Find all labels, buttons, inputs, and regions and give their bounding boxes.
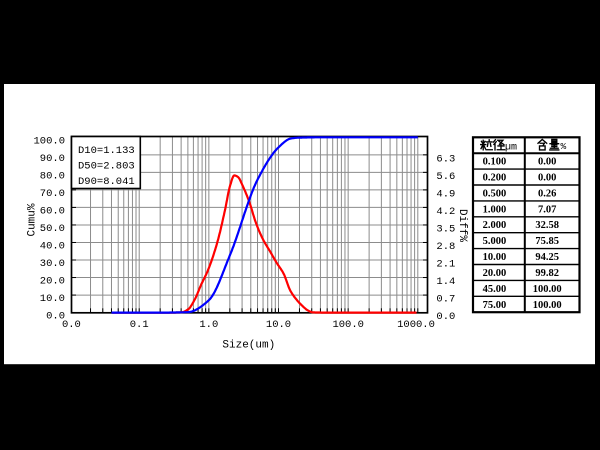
svg-text:10.0: 10.0	[266, 319, 291, 331]
svg-text:0.200: 0.200	[483, 173, 507, 184]
svg-text:7.07: 7.07	[538, 204, 556, 215]
svg-text:100.0: 100.0	[33, 135, 65, 147]
svg-text:45.00: 45.00	[483, 284, 507, 295]
svg-text:0.0: 0.0	[436, 311, 455, 323]
svg-text:D50=2.803: D50=2.803	[78, 161, 135, 173]
svg-text:1000.0: 1000.0	[397, 319, 435, 331]
svg-text:1.4: 1.4	[436, 276, 455, 288]
svg-text:2.8: 2.8	[436, 241, 455, 253]
svg-text:0.00: 0.00	[538, 157, 556, 168]
svg-text:30.0: 30.0	[40, 258, 65, 270]
svg-text:50.0: 50.0	[40, 223, 65, 235]
svg-text:40.0: 40.0	[40, 241, 65, 253]
svg-text:80.0: 80.0	[40, 171, 65, 183]
svg-text:2.000: 2.000	[483, 220, 507, 231]
svg-text:1.0: 1.0	[199, 319, 218, 331]
svg-text:0.7: 0.7	[436, 294, 455, 306]
svg-text:Cumu%: Cumu%	[27, 203, 39, 236]
svg-text:20.0: 20.0	[40, 276, 65, 288]
svg-text:D10=1.133: D10=1.133	[78, 145, 135, 157]
svg-text:3.5: 3.5	[436, 224, 455, 236]
svg-text:0.0: 0.0	[46, 311, 65, 323]
svg-text:0.26: 0.26	[538, 188, 556, 199]
svg-text:0.1: 0.1	[130, 319, 149, 331]
svg-text:1.000: 1.000	[483, 204, 507, 215]
svg-text:5.6: 5.6	[436, 171, 455, 183]
svg-text:D90=8.041: D90=8.041	[78, 176, 135, 188]
svg-text:2.1: 2.1	[436, 259, 455, 271]
svg-text:4.2: 4.2	[436, 206, 455, 218]
svg-text:100.00: 100.00	[533, 300, 562, 311]
svg-text:5.000: 5.000	[483, 236, 507, 247]
svg-text:100.0: 100.0	[332, 319, 364, 331]
svg-text:70.0: 70.0	[40, 188, 65, 200]
svg-text:0.500: 0.500	[483, 188, 507, 199]
svg-text:10.00: 10.00	[483, 252, 507, 263]
svg-text:60.0: 60.0	[40, 206, 65, 218]
svg-text:99.82: 99.82	[535, 268, 559, 279]
svg-text:100.00: 100.00	[533, 284, 562, 295]
svg-text:6.3: 6.3	[436, 153, 455, 165]
svg-text:90.0: 90.0	[40, 153, 65, 165]
svg-text:32.58: 32.58	[535, 220, 559, 231]
svg-text:20.00: 20.00	[483, 268, 507, 279]
svg-text:75.00: 75.00	[483, 300, 507, 311]
svg-text:4.9: 4.9	[436, 189, 455, 201]
svg-text:10.0: 10.0	[40, 293, 65, 305]
svg-text:0.00: 0.00	[538, 173, 556, 184]
svg-text:75.85: 75.85	[535, 236, 559, 247]
svg-text:Size(um): Size(um)	[222, 339, 275, 351]
svg-text:94.25: 94.25	[535, 252, 559, 263]
svg-text:0.0: 0.0	[62, 319, 81, 331]
svg-text:Diff%: Diff%	[456, 209, 468, 242]
svg-text:µm: µm	[505, 143, 517, 154]
svg-text:%: %	[561, 141, 567, 152]
svg-text:0.100: 0.100	[483, 157, 507, 168]
